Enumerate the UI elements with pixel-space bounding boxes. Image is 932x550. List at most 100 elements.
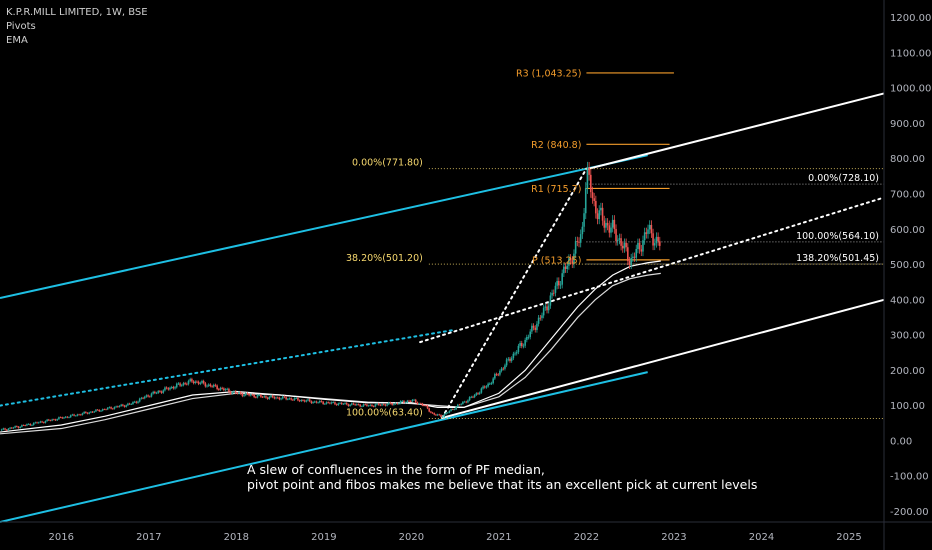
candle-body bbox=[502, 368, 505, 370]
candle-body bbox=[490, 383, 493, 384]
candle-body bbox=[26, 424, 28, 426]
candle-body bbox=[388, 402, 390, 405]
x-tick-label: 2017 bbox=[136, 532, 161, 543]
candle-body bbox=[613, 219, 616, 230]
y-tick-label: 900.00 bbox=[890, 119, 925, 130]
candle-body bbox=[541, 315, 543, 318]
candle-body bbox=[539, 317, 542, 319]
candle-body bbox=[463, 401, 466, 403]
candle-body bbox=[229, 391, 232, 394]
candle-body bbox=[184, 383, 186, 384]
candle-body bbox=[398, 403, 400, 405]
y-tick-label: 500.00 bbox=[890, 260, 925, 271]
candle-body bbox=[127, 403, 129, 406]
fib-extension-label: 100.00%(564.10) bbox=[796, 231, 879, 242]
candle-body bbox=[379, 404, 382, 406]
y-axis[interactable]: 1200.00 1100.00 1000.00 900.00 800.00 700.00 6… bbox=[883, 0, 931, 550]
candle-body bbox=[85, 411, 87, 413]
candle-body bbox=[450, 409, 452, 411]
candle-body bbox=[265, 396, 267, 398]
candle-body bbox=[69, 415, 72, 418]
candle-body bbox=[632, 256, 634, 258]
candle-body bbox=[364, 404, 367, 406]
candle-body bbox=[298, 400, 301, 402]
candle-body bbox=[579, 234, 582, 243]
candle-body bbox=[276, 397, 279, 399]
candle-body bbox=[595, 200, 597, 214]
candle-body bbox=[561, 273, 563, 285]
candle-body bbox=[428, 408, 431, 412]
candle-body bbox=[261, 396, 264, 398]
candle-body bbox=[445, 412, 447, 415]
candle-body bbox=[140, 397, 143, 399]
candle-body bbox=[125, 405, 128, 407]
candle-body bbox=[137, 401, 139, 403]
ema-fast-line bbox=[0, 260, 661, 433]
candle-body bbox=[601, 207, 604, 221]
pivot-label: P (513.25) bbox=[532, 255, 581, 266]
candle-body bbox=[507, 358, 510, 360]
candle-body bbox=[78, 414, 80, 416]
candle-body bbox=[337, 403, 340, 406]
annotation-line-2: pivot point and fibos makes me believe t… bbox=[247, 477, 758, 492]
channel-line-cyan-solid bbox=[0, 154, 648, 300]
candle-body bbox=[249, 394, 252, 396]
candle-body bbox=[110, 407, 112, 409]
candle-body bbox=[130, 404, 133, 405]
indicator-pivots-label[interactable]: Pivots bbox=[6, 21, 36, 32]
candle-body bbox=[413, 399, 415, 401]
channel-line-white-solid bbox=[441, 298, 885, 419]
candle-body bbox=[179, 383, 181, 386]
candle-body bbox=[248, 394, 250, 396]
candle-body bbox=[628, 261, 631, 265]
candle-body bbox=[197, 381, 200, 384]
candle-body bbox=[438, 414, 441, 416]
chart-title[interactable]: K.P.R.MILL LIMITED, 1W, BSE bbox=[6, 7, 148, 18]
candle-body bbox=[154, 391, 156, 394]
candle-body bbox=[623, 242, 626, 249]
candle-body bbox=[315, 401, 318, 403]
candle-body bbox=[207, 384, 210, 386]
y-tick-label: 700.00 bbox=[890, 189, 925, 200]
y-tick-label: -200.00 bbox=[890, 507, 929, 518]
candle-body bbox=[406, 400, 409, 403]
candle-body bbox=[625, 242, 627, 248]
candle-body bbox=[630, 257, 632, 265]
candle-body bbox=[340, 402, 343, 405]
ema-slow-line bbox=[0, 272, 661, 435]
candle-body bbox=[143, 396, 146, 399]
candle-body bbox=[113, 407, 116, 409]
indicator-ema-label[interactable]: EMA bbox=[6, 35, 28, 46]
candle-body bbox=[0, 429, 3, 431]
candle-body bbox=[275, 397, 277, 399]
candle-body bbox=[145, 395, 148, 397]
candle-body bbox=[100, 410, 102, 412]
x-axis[interactable]: 2016 2017 2018 2019 2020 2021 2022 2023 2024 2025 bbox=[0, 521, 932, 543]
candle-body bbox=[150, 393, 153, 397]
candle-body bbox=[547, 305, 550, 311]
candle-body bbox=[431, 412, 434, 414]
candle-body bbox=[189, 379, 191, 381]
candle-body bbox=[451, 409, 454, 411]
candle-body bbox=[433, 413, 436, 415]
candle-body bbox=[401, 400, 404, 402]
candle-body bbox=[260, 394, 262, 397]
candle-body bbox=[159, 391, 161, 392]
candle-body bbox=[49, 420, 52, 422]
candle-body bbox=[290, 398, 292, 400]
candle-body bbox=[489, 383, 491, 385]
candle-body bbox=[522, 345, 525, 347]
candle-body bbox=[534, 327, 537, 330]
candle-body bbox=[524, 339, 526, 346]
candle-body bbox=[120, 404, 122, 406]
candle-body bbox=[546, 306, 548, 311]
candle-body bbox=[356, 404, 358, 406]
candle-body bbox=[258, 394, 261, 396]
y-tick-label: 0.00 bbox=[890, 436, 912, 447]
candle-body bbox=[4, 428, 6, 430]
candle-body bbox=[446, 412, 449, 414]
candle-body bbox=[393, 404, 395, 405]
candle-body bbox=[588, 167, 590, 175]
candle-body bbox=[608, 225, 611, 233]
